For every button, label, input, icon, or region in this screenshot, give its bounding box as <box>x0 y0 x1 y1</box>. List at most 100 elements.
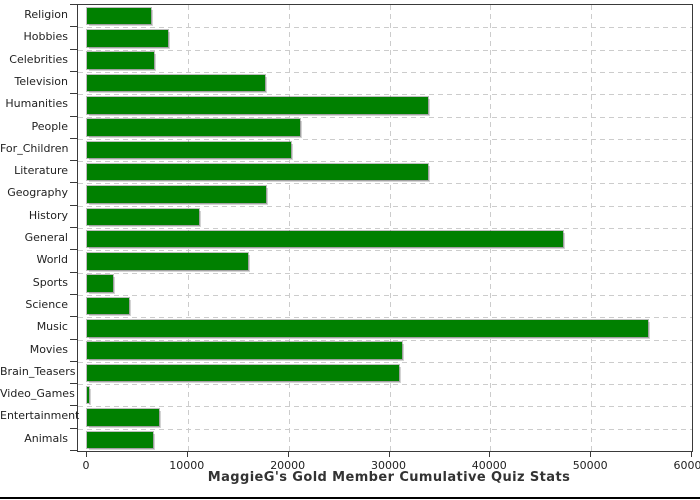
grid-line-v <box>187 5 189 451</box>
x-axis-tick <box>489 451 491 457</box>
x-axis-tick-label: 40000 <box>471 459 507 472</box>
bar-humanities <box>86 96 429 115</box>
category-tick <box>70 405 77 407</box>
x-axis-tick <box>388 451 390 457</box>
grid-line-h <box>78 205 692 207</box>
category-label: Literature <box>14 164 68 178</box>
x-axis-tick <box>86 451 87 457</box>
category-tick <box>70 338 77 340</box>
x-axis-tick <box>590 451 592 457</box>
plot-area <box>77 4 693 452</box>
category-tick <box>70 160 77 162</box>
category-tick <box>70 383 77 385</box>
category-label: Video_Games <box>0 387 75 401</box>
category-tick <box>70 70 77 72</box>
x-axis-tick <box>186 451 188 457</box>
grid-line-h <box>78 116 692 118</box>
x-axis-tick <box>287 451 289 457</box>
category-label: Religion <box>24 8 68 21</box>
category-label: Music <box>36 320 68 334</box>
x-axis-tick-label: 0 <box>82 459 90 472</box>
category-tick <box>70 316 77 318</box>
bar-religion <box>86 6 152 26</box>
grid-line-h <box>78 183 692 185</box>
bar-music <box>86 319 649 338</box>
category-tick <box>70 204 77 206</box>
category-tick <box>70 271 77 273</box>
bar-for_children <box>86 140 292 160</box>
grid-line-h <box>78 71 692 73</box>
bar-science <box>86 296 130 316</box>
bar-geography <box>86 185 267 204</box>
category-tick <box>70 115 77 117</box>
grid-line-h <box>78 406 692 408</box>
bar-video_games <box>86 385 90 405</box>
category-tick <box>70 48 77 50</box>
category-label: Brain_Teasers <box>0 364 76 378</box>
category-tick <box>70 137 77 139</box>
category-label: Sports <box>32 275 68 289</box>
category-tick <box>70 450 77 451</box>
bottom-rule <box>0 497 700 499</box>
x-axis-tick-label: 60000 <box>673 459 700 472</box>
bar-animals <box>86 430 154 449</box>
bar-world <box>86 252 249 271</box>
category-label: For_Children <box>0 141 69 155</box>
grid-line-h <box>78 161 692 163</box>
grid-line-h <box>78 384 692 386</box>
grid-line-h <box>78 49 692 51</box>
grid-line-h <box>78 138 692 140</box>
grid-line-v <box>288 5 290 451</box>
bar-sports <box>85 274 115 293</box>
category-label: History <box>28 208 68 222</box>
category-label: Television <box>14 74 69 88</box>
category-tick <box>70 93 77 95</box>
bar-history <box>86 207 200 226</box>
category-label: Entertainment <box>0 409 80 423</box>
grid-line-h <box>78 294 692 296</box>
grid-line-h <box>78 228 692 229</box>
category-label: Movies <box>29 342 68 356</box>
category-tick <box>70 4 77 5</box>
grid-line-v <box>490 5 492 451</box>
x-axis-tick-label: 20000 <box>270 459 306 472</box>
category-tick <box>70 227 77 228</box>
chart-title: MaggieG's Gold Member Cumulative Quiz St… <box>207 470 571 485</box>
category-label: People <box>31 119 68 133</box>
category-label: Hobbies <box>23 30 68 44</box>
grid-line-h <box>78 317 692 319</box>
category-label: Humanities <box>5 97 68 111</box>
bar-movies <box>86 341 403 360</box>
grid-line-v <box>389 5 391 451</box>
bar-people <box>86 118 301 137</box>
bar-literature <box>85 162 430 182</box>
bar-hobbies <box>85 29 170 48</box>
category-tick <box>70 360 77 362</box>
bar-celebrities <box>85 51 156 70</box>
category-label: Celebrities <box>9 52 68 66</box>
x-axis-tick-label: 10000 <box>169 459 205 472</box>
grid-line-h <box>78 339 692 341</box>
category-tick <box>70 26 77 28</box>
bar-brain_teasers <box>85 363 401 383</box>
bar-television <box>86 73 266 93</box>
category-label: Animals <box>24 431 68 445</box>
grid-line-h <box>78 27 692 29</box>
category-label: Science <box>25 297 68 311</box>
category-tick <box>70 427 77 429</box>
grid-line-h <box>78 361 692 363</box>
category-label: World <box>36 253 68 267</box>
category-tick <box>70 249 77 251</box>
bar-entertainment <box>86 408 160 427</box>
grid-line-v <box>591 5 593 451</box>
category-label: General <box>24 231 68 244</box>
x-axis-tick-label: 30000 <box>371 459 406 472</box>
bar-general <box>85 229 565 249</box>
category-tick <box>70 182 77 184</box>
x-axis-tick <box>691 451 692 457</box>
grid-line-h <box>78 428 692 430</box>
category-tick <box>70 293 77 295</box>
grid-line-h <box>78 250 692 252</box>
grid-line-h <box>78 272 692 274</box>
